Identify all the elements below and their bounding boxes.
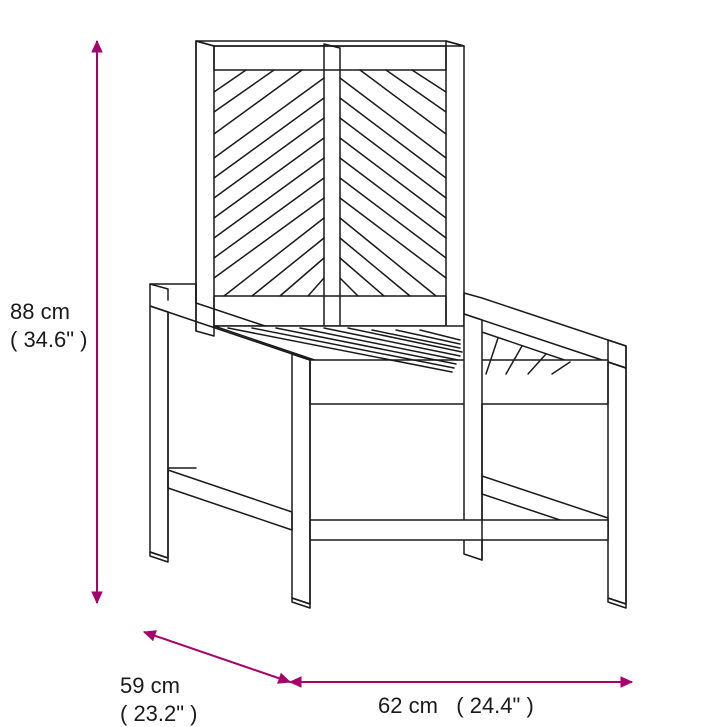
dimension-arrows xyxy=(0,0,720,720)
dimension-diagram: 88 cm ( 34.6" ) 59 cm ( 23.2" ) 62 cm ( … xyxy=(0,0,720,720)
width-imperial: ( 24.4" ) xyxy=(456,693,534,718)
width-label: 62 cm ( 24.4" ) xyxy=(378,692,534,720)
height-imperial: ( 34.6" ) xyxy=(10,326,88,354)
height-label: 88 cm ( 34.6" ) xyxy=(10,298,88,353)
depth-metric: 59 cm xyxy=(120,673,180,698)
height-metric: 88 cm xyxy=(10,299,70,324)
width-metric: 62 cm xyxy=(378,693,438,718)
depth-label: 59 cm ( 23.2" ) xyxy=(120,672,198,727)
depth-imperial: ( 23.2" ) xyxy=(120,700,198,727)
